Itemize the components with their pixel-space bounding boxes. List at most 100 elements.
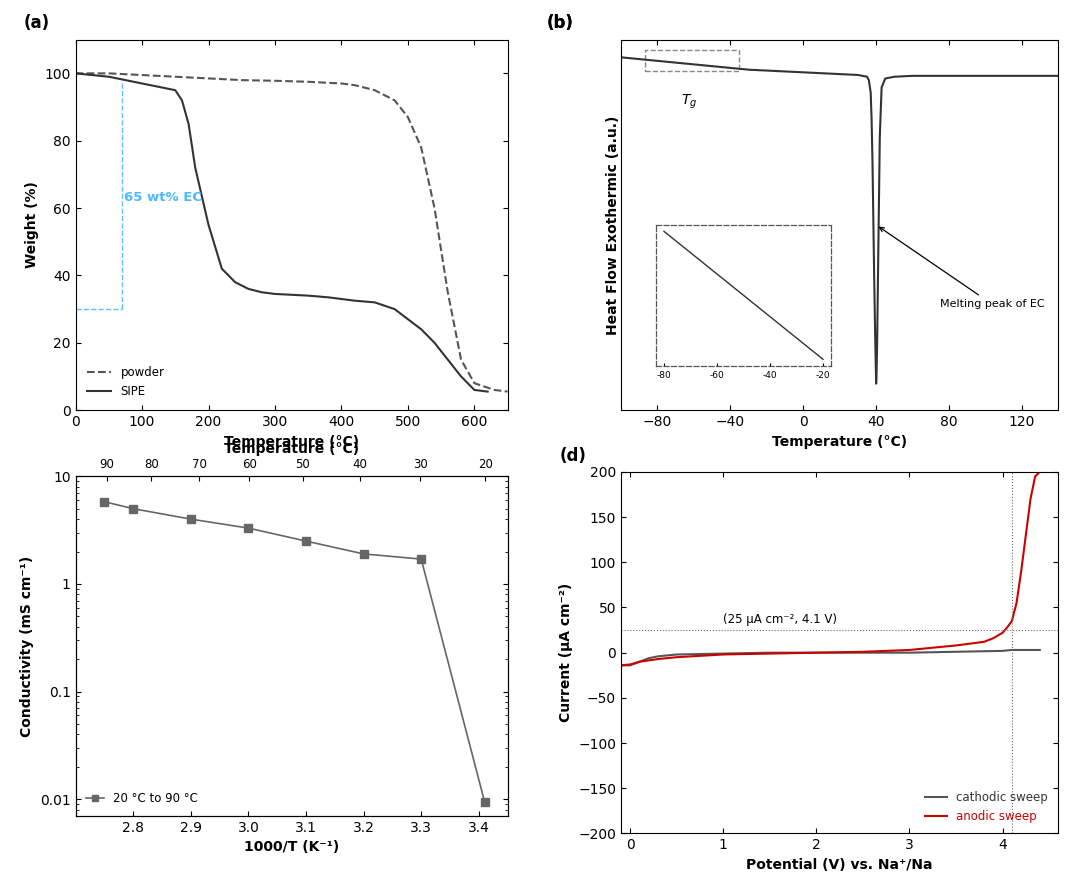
anodic sweep	[903, 645, 916, 655]
cathodic sweep	[671, 649, 684, 660]
powder	[402, 112, 415, 123]
cathodic sweep	[810, 647, 823, 658]
cathodic sweep	[949, 647, 962, 657]
Text: (b): (b)	[546, 14, 573, 33]
cathodic sweep	[638, 654, 651, 665]
anodic sweep	[1028, 471, 1041, 482]
anodic sweep	[671, 652, 684, 662]
anodic sweep	[1001, 622, 1014, 632]
SIPE	[269, 288, 282, 299]
anodic sweep	[810, 647, 823, 658]
cathodic sweep	[764, 647, 777, 658]
SIPE	[103, 71, 116, 82]
powder	[428, 203, 441, 213]
Y-axis label: Weight (%): Weight (%)	[25, 182, 39, 268]
X-axis label: Temperature (°C): Temperature (°C)	[224, 435, 360, 449]
SIPE	[183, 118, 195, 129]
powder	[468, 377, 481, 388]
Line: cathodic sweep: cathodic sweep	[621, 650, 1040, 665]
SIPE	[242, 284, 255, 295]
Legend: 20 °C to 90 °C: 20 °C to 90 °C	[81, 788, 203, 810]
anodic sweep	[1038, 467, 1051, 477]
SIPE	[482, 386, 495, 397]
cathodic sweep	[651, 651, 664, 662]
Text: (d): (d)	[559, 446, 586, 465]
powder	[269, 76, 282, 86]
powder	[136, 70, 149, 80]
anodic sweep	[1020, 530, 1032, 541]
SIPE	[402, 314, 415, 325]
anodic sweep	[633, 656, 646, 667]
cathodic sweep	[717, 648, 730, 659]
SIPE	[175, 95, 188, 106]
powder	[442, 287, 455, 297]
Line: anodic sweep: anodic sweep	[621, 472, 1049, 665]
SIPE	[168, 85, 181, 95]
anodic sweep	[1010, 598, 1023, 609]
powder	[168, 71, 181, 82]
Legend: powder, SIPE: powder, SIPE	[81, 361, 171, 404]
cathodic sweep	[856, 647, 869, 658]
powder	[348, 80, 361, 91]
X-axis label: 1000/T (K⁻¹): 1000/T (K⁻¹)	[244, 841, 339, 855]
SIPE	[301, 290, 314, 301]
SIPE	[468, 385, 481, 395]
powder	[69, 68, 82, 78]
anodic sweep	[651, 654, 664, 664]
anodic sweep	[996, 627, 1009, 638]
cathodic sweep	[996, 646, 1009, 656]
powder	[235, 75, 248, 86]
anodic sweep	[764, 648, 777, 659]
anodic sweep	[949, 640, 962, 651]
anodic sweep	[1024, 494, 1037, 505]
Y-axis label: Heat Flow Exothermic (a.u.): Heat Flow Exothermic (a.u.)	[606, 116, 620, 334]
cathodic sweep	[624, 660, 637, 670]
anodic sweep	[717, 649, 730, 660]
Line: SIPE: SIPE	[76, 73, 488, 392]
SIPE	[136, 78, 149, 89]
Text: (25 μA cm⁻², 4.1 V): (25 μA cm⁻², 4.1 V)	[724, 613, 837, 626]
powder	[501, 386, 514, 397]
cathodic sweep	[615, 660, 627, 670]
cathodic sweep	[629, 658, 642, 669]
cathodic sweep	[1015, 645, 1028, 655]
SIPE	[335, 294, 348, 304]
cathodic sweep	[1005, 645, 1018, 655]
SIPE	[69, 68, 82, 78]
anodic sweep	[856, 647, 869, 657]
cathodic sweep	[633, 656, 646, 667]
powder	[455, 355, 468, 365]
X-axis label: Temperature (°C): Temperature (°C)	[772, 435, 907, 449]
cathodic sweep	[643, 653, 656, 663]
SIPE	[428, 338, 441, 348]
SIPE	[388, 303, 401, 314]
anodic sweep	[977, 637, 990, 647]
powder	[301, 77, 314, 87]
SIPE	[189, 162, 202, 173]
powder	[368, 85, 381, 95]
Legend: cathodic sweep, anodic sweep: cathodic sweep, anodic sweep	[920, 786, 1053, 827]
cathodic sweep	[1024, 645, 1037, 655]
powder	[415, 142, 428, 153]
Text: 65 wt% EC: 65 wt% EC	[124, 191, 202, 205]
Line: powder: powder	[76, 73, 508, 392]
cathodic sweep	[625, 659, 638, 669]
Text: (a): (a)	[24, 14, 50, 33]
Text: (b): (b)	[546, 14, 573, 33]
SIPE	[442, 355, 455, 365]
SIPE	[415, 324, 428, 334]
powder	[103, 68, 116, 78]
Y-axis label: Current (μA cm⁻²): Current (μA cm⁻²)	[558, 583, 572, 722]
X-axis label: Potential (V) vs. Na⁺/Na: Potential (V) vs. Na⁺/Na	[746, 858, 933, 872]
cathodic sweep	[903, 647, 916, 658]
SIPE	[215, 264, 228, 274]
anodic sweep	[624, 659, 637, 669]
anodic sweep	[1005, 616, 1018, 626]
anodic sweep	[615, 660, 627, 670]
Text: $T_g$: $T_g$	[681, 93, 698, 111]
SIPE	[455, 371, 468, 382]
SIPE	[202, 220, 215, 230]
anodic sweep	[1034, 467, 1047, 477]
powder	[488, 385, 501, 395]
powder	[388, 95, 401, 106]
